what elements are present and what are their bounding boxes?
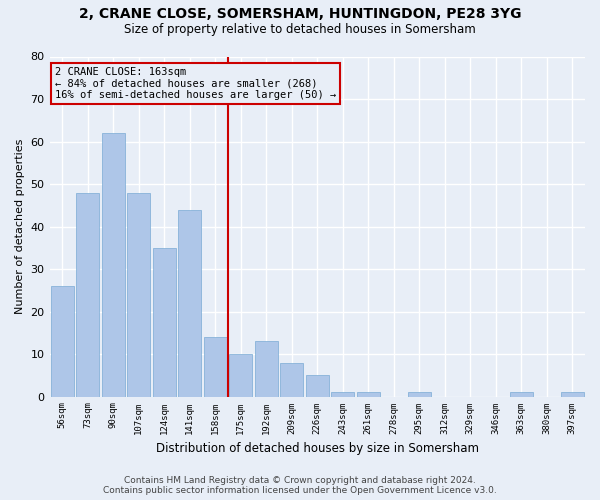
- Bar: [76, 192, 99, 396]
- Bar: [153, 248, 176, 396]
- Bar: [204, 337, 227, 396]
- Bar: [280, 362, 303, 396]
- Bar: [357, 392, 380, 396]
- Bar: [178, 210, 201, 396]
- Bar: [408, 392, 431, 396]
- Bar: [51, 286, 74, 397]
- Bar: [331, 392, 354, 396]
- Bar: [255, 342, 278, 396]
- Bar: [127, 192, 150, 396]
- Bar: [306, 376, 329, 396]
- X-axis label: Distribution of detached houses by size in Somersham: Distribution of detached houses by size …: [156, 442, 479, 455]
- Bar: [510, 392, 533, 396]
- Text: 2, CRANE CLOSE, SOMERSHAM, HUNTINGDON, PE28 3YG: 2, CRANE CLOSE, SOMERSHAM, HUNTINGDON, P…: [79, 8, 521, 22]
- Bar: [561, 392, 584, 396]
- Bar: [229, 354, 252, 397]
- Bar: [102, 133, 125, 396]
- Text: 2 CRANE CLOSE: 163sqm
← 84% of detached houses are smaller (268)
16% of semi-det: 2 CRANE CLOSE: 163sqm ← 84% of detached …: [55, 66, 336, 100]
- Text: Contains HM Land Registry data © Crown copyright and database right 2024.
Contai: Contains HM Land Registry data © Crown c…: [103, 476, 497, 495]
- Y-axis label: Number of detached properties: Number of detached properties: [15, 139, 25, 314]
- Text: Size of property relative to detached houses in Somersham: Size of property relative to detached ho…: [124, 22, 476, 36]
